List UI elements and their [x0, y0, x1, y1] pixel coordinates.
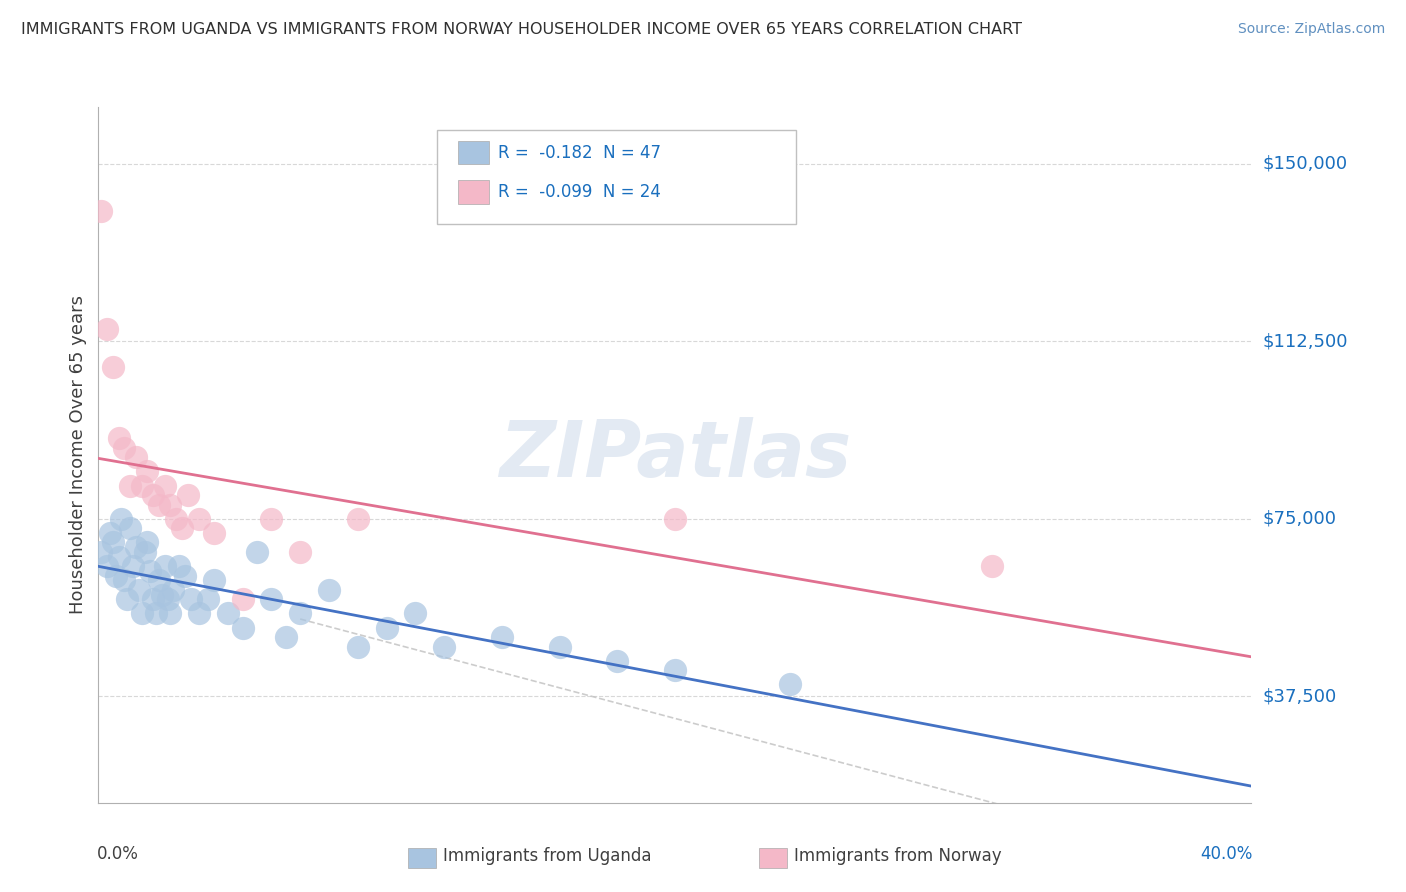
Point	[101, 535, 124, 549]
Point	[170, 521, 193, 535]
Y-axis label: Householder Income Over 65 years: Householder Income Over 65 years	[69, 295, 87, 615]
Text: Immigrants from Norway: Immigrants from Norway	[794, 847, 1002, 865]
Point	[131, 607, 153, 621]
Point	[167, 559, 190, 574]
Point	[188, 512, 211, 526]
Point	[153, 478, 176, 492]
Point	[131, 478, 153, 492]
Point	[375, 621, 398, 635]
Point	[290, 545, 312, 559]
Point	[107, 431, 129, 445]
Point	[134, 545, 156, 559]
Point	[405, 607, 427, 621]
Point	[156, 592, 179, 607]
Point	[96, 322, 118, 336]
Point	[90, 204, 112, 219]
Point	[346, 640, 368, 654]
Point	[148, 574, 170, 588]
Point	[290, 607, 312, 621]
Text: ZIPatlas: ZIPatlas	[499, 417, 851, 493]
Point	[136, 535, 159, 549]
Point	[318, 582, 340, 597]
Text: Immigrants from Uganda: Immigrants from Uganda	[443, 847, 651, 865]
Point	[148, 498, 170, 512]
Point	[664, 512, 686, 526]
Point	[128, 582, 150, 597]
Point	[125, 540, 148, 554]
Point	[246, 545, 269, 559]
Point	[174, 568, 197, 582]
Point	[112, 441, 135, 455]
Point	[104, 568, 127, 582]
Point	[274, 630, 297, 644]
Text: Source: ZipAtlas.com: Source: ZipAtlas.com	[1237, 22, 1385, 37]
Point	[162, 582, 184, 597]
Text: R =  -0.099  N = 24: R = -0.099 N = 24	[498, 183, 661, 201]
Point	[180, 592, 202, 607]
Point	[177, 488, 200, 502]
Text: 0.0%: 0.0%	[97, 845, 139, 863]
Point	[107, 549, 129, 564]
Point	[96, 559, 118, 574]
Point	[260, 592, 283, 607]
Point	[142, 488, 165, 502]
Point	[981, 559, 1004, 574]
Point	[139, 564, 162, 578]
Text: $150,000: $150,000	[1263, 155, 1347, 173]
Point	[112, 574, 135, 588]
Point	[779, 677, 801, 691]
Point	[433, 640, 456, 654]
Text: 40.0%: 40.0%	[1201, 845, 1253, 863]
Point	[110, 512, 132, 526]
Text: R =  -0.182  N = 47: R = -0.182 N = 47	[498, 144, 661, 161]
Point	[165, 512, 187, 526]
Point	[150, 588, 173, 602]
Point	[145, 607, 167, 621]
Point	[142, 592, 165, 607]
Point	[120, 521, 142, 535]
Point	[260, 512, 283, 526]
Point	[136, 465, 159, 479]
Point	[98, 526, 121, 541]
Point	[664, 663, 686, 677]
Text: $112,500: $112,500	[1263, 333, 1348, 351]
Point	[202, 526, 225, 541]
Point	[606, 654, 628, 668]
Point	[101, 360, 124, 375]
Point	[120, 478, 142, 492]
Point	[125, 450, 148, 465]
Point	[548, 640, 571, 654]
Point	[217, 607, 239, 621]
Point	[122, 559, 145, 574]
Text: $37,500: $37,500	[1263, 688, 1337, 706]
Point	[117, 592, 138, 607]
Point	[491, 630, 513, 644]
Point	[231, 621, 254, 635]
Point	[159, 607, 181, 621]
Point	[188, 607, 211, 621]
Text: $75,000: $75,000	[1263, 510, 1337, 528]
Point	[90, 545, 112, 559]
Point	[153, 559, 176, 574]
Text: IMMIGRANTS FROM UGANDA VS IMMIGRANTS FROM NORWAY HOUSEHOLDER INCOME OVER 65 YEAR: IMMIGRANTS FROM UGANDA VS IMMIGRANTS FRO…	[21, 22, 1022, 37]
Point	[202, 574, 225, 588]
Point	[346, 512, 368, 526]
Point	[231, 592, 254, 607]
Point	[159, 498, 181, 512]
Point	[197, 592, 219, 607]
